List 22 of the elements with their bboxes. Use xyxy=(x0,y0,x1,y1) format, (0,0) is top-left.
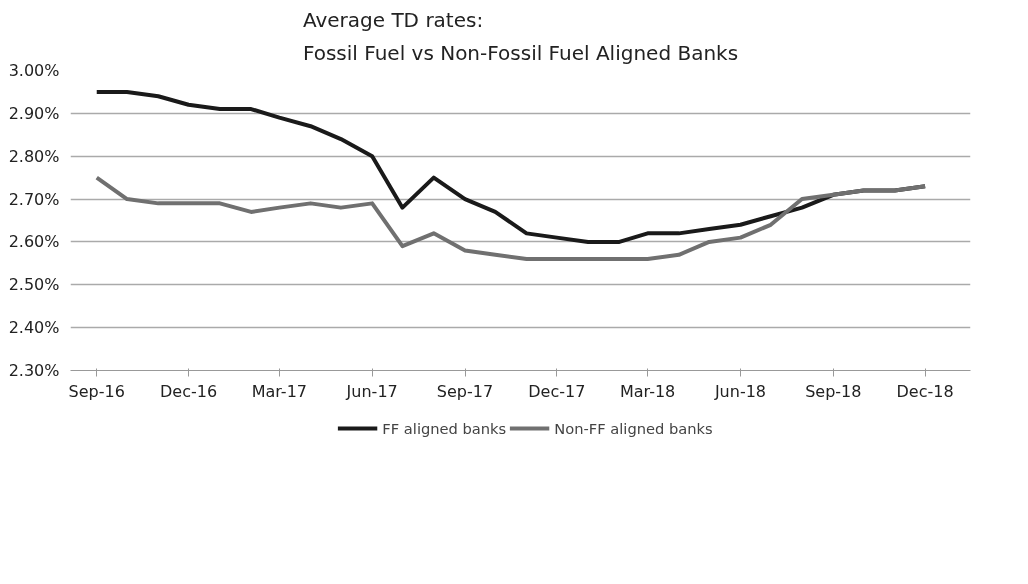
x-tick-label: Jun-17 xyxy=(345,381,398,401)
y-tick-label: 2.90% xyxy=(8,103,60,123)
y-tick-label: 3.00% xyxy=(8,61,60,80)
y-tick-label: 2.80% xyxy=(8,146,60,166)
y-tick-label: 2.70% xyxy=(8,189,60,209)
y-tick-label: 2.50% xyxy=(8,275,60,295)
x-tick-label: Mar-18 xyxy=(619,381,676,401)
chart-title: Average TD rates: Fossil Fuel vs Non-Fossil Fuel Aligned Banks xyxy=(302,7,739,66)
y-tick-label: 2.30% xyxy=(8,361,60,380)
x-tick-label: Dec-16 xyxy=(160,381,218,401)
x-tick-label: Sep-16 xyxy=(68,381,125,401)
x-tick-label: Mar-17 xyxy=(251,381,307,401)
x-tick-label: Sep-17 xyxy=(436,381,494,401)
legend-label: Non-FF aligned banks xyxy=(554,419,713,437)
x-tick-label: Dec-18 xyxy=(896,381,954,401)
x-tick-label: Jun-18 xyxy=(713,381,767,401)
x-tick-label: Dec-17 xyxy=(528,381,586,401)
y-tick-label: 2.60% xyxy=(8,232,60,252)
legend-label: FF aligned banks xyxy=(382,419,507,437)
line-series xyxy=(94,175,928,262)
y-tick-label: 2.40% xyxy=(8,318,60,338)
x-tick-label: Sep-18 xyxy=(805,381,862,401)
